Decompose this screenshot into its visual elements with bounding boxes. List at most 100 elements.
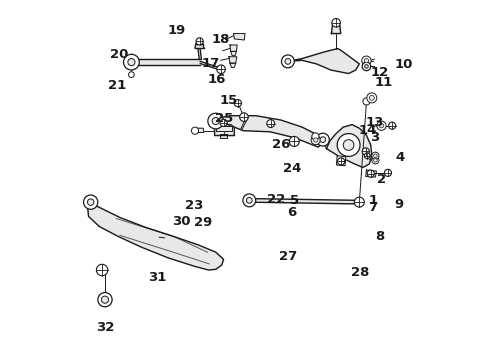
Polygon shape [196,128,204,132]
Text: 9: 9 [395,198,404,211]
Text: 3: 3 [369,131,379,144]
Circle shape [343,140,354,150]
Circle shape [367,170,374,177]
Circle shape [267,120,275,127]
Text: 23: 23 [185,199,203,212]
Text: 24: 24 [283,162,301,175]
Circle shape [98,293,112,307]
Text: 6: 6 [288,206,297,219]
Text: 5: 5 [290,194,299,207]
Circle shape [364,153,370,158]
Text: 30: 30 [172,215,191,228]
Circle shape [354,197,364,207]
Text: 19: 19 [167,24,186,37]
Circle shape [373,154,377,157]
Circle shape [372,152,379,159]
Circle shape [88,199,94,205]
Circle shape [289,136,299,147]
Polygon shape [331,24,341,33]
Circle shape [123,54,139,70]
Circle shape [83,195,98,209]
Text: 32: 32 [96,321,114,334]
Text: 17: 17 [202,57,220,71]
Circle shape [311,135,320,145]
Circle shape [337,134,360,157]
Circle shape [101,296,109,303]
Text: 22: 22 [268,193,286,206]
Circle shape [377,121,386,130]
Polygon shape [326,125,372,167]
Polygon shape [229,57,237,63]
Text: 18: 18 [212,33,230,46]
Text: 14: 14 [359,124,377,137]
Circle shape [379,123,384,128]
Circle shape [192,127,198,134]
Circle shape [240,113,248,121]
Text: 20: 20 [110,48,128,61]
Polygon shape [366,170,376,177]
Circle shape [362,56,371,65]
Circle shape [243,194,256,207]
Circle shape [234,100,242,107]
Circle shape [332,18,341,27]
Circle shape [384,169,392,176]
Text: 15: 15 [220,94,238,107]
Polygon shape [217,126,232,131]
Text: 12: 12 [371,66,389,78]
Circle shape [364,59,368,63]
Text: 28: 28 [351,266,369,279]
Polygon shape [288,49,359,73]
Circle shape [372,157,379,164]
Polygon shape [215,125,234,136]
Circle shape [220,119,227,126]
Circle shape [314,138,318,142]
Text: 21: 21 [108,79,126,92]
Polygon shape [231,51,237,56]
Circle shape [285,59,291,64]
Circle shape [217,65,225,73]
Text: 26: 26 [272,139,291,152]
Text: 4: 4 [396,151,405,165]
Polygon shape [230,45,237,51]
Circle shape [362,62,371,71]
Circle shape [246,198,252,203]
Circle shape [369,95,374,100]
Text: 10: 10 [395,58,413,72]
Polygon shape [230,63,236,67]
Polygon shape [215,116,323,147]
Circle shape [373,158,377,162]
Circle shape [208,113,223,129]
Circle shape [128,59,135,66]
Text: 27: 27 [279,250,298,263]
Circle shape [363,98,370,105]
Polygon shape [248,199,359,204]
Polygon shape [234,33,245,40]
Polygon shape [87,202,223,270]
Circle shape [97,264,108,276]
Text: 29: 29 [194,216,212,229]
Polygon shape [195,44,204,48]
Text: 1: 1 [368,194,377,207]
Circle shape [362,148,369,155]
Text: 8: 8 [375,230,385,243]
Circle shape [196,38,203,45]
Text: 25: 25 [215,112,233,125]
Polygon shape [132,59,200,65]
Circle shape [320,137,326,143]
Text: 2: 2 [377,173,386,186]
Circle shape [317,133,329,146]
Circle shape [212,117,220,125]
Text: 31: 31 [148,271,167,284]
Text: 13: 13 [365,116,384,129]
Circle shape [389,122,396,129]
Circle shape [367,93,377,103]
Circle shape [128,72,134,77]
Text: 16: 16 [208,73,226,86]
Polygon shape [220,134,227,138]
Circle shape [365,64,368,68]
Polygon shape [337,156,346,166]
Text: 11: 11 [374,76,392,89]
Text: 7: 7 [368,201,377,214]
Circle shape [281,55,294,68]
Circle shape [312,133,319,140]
